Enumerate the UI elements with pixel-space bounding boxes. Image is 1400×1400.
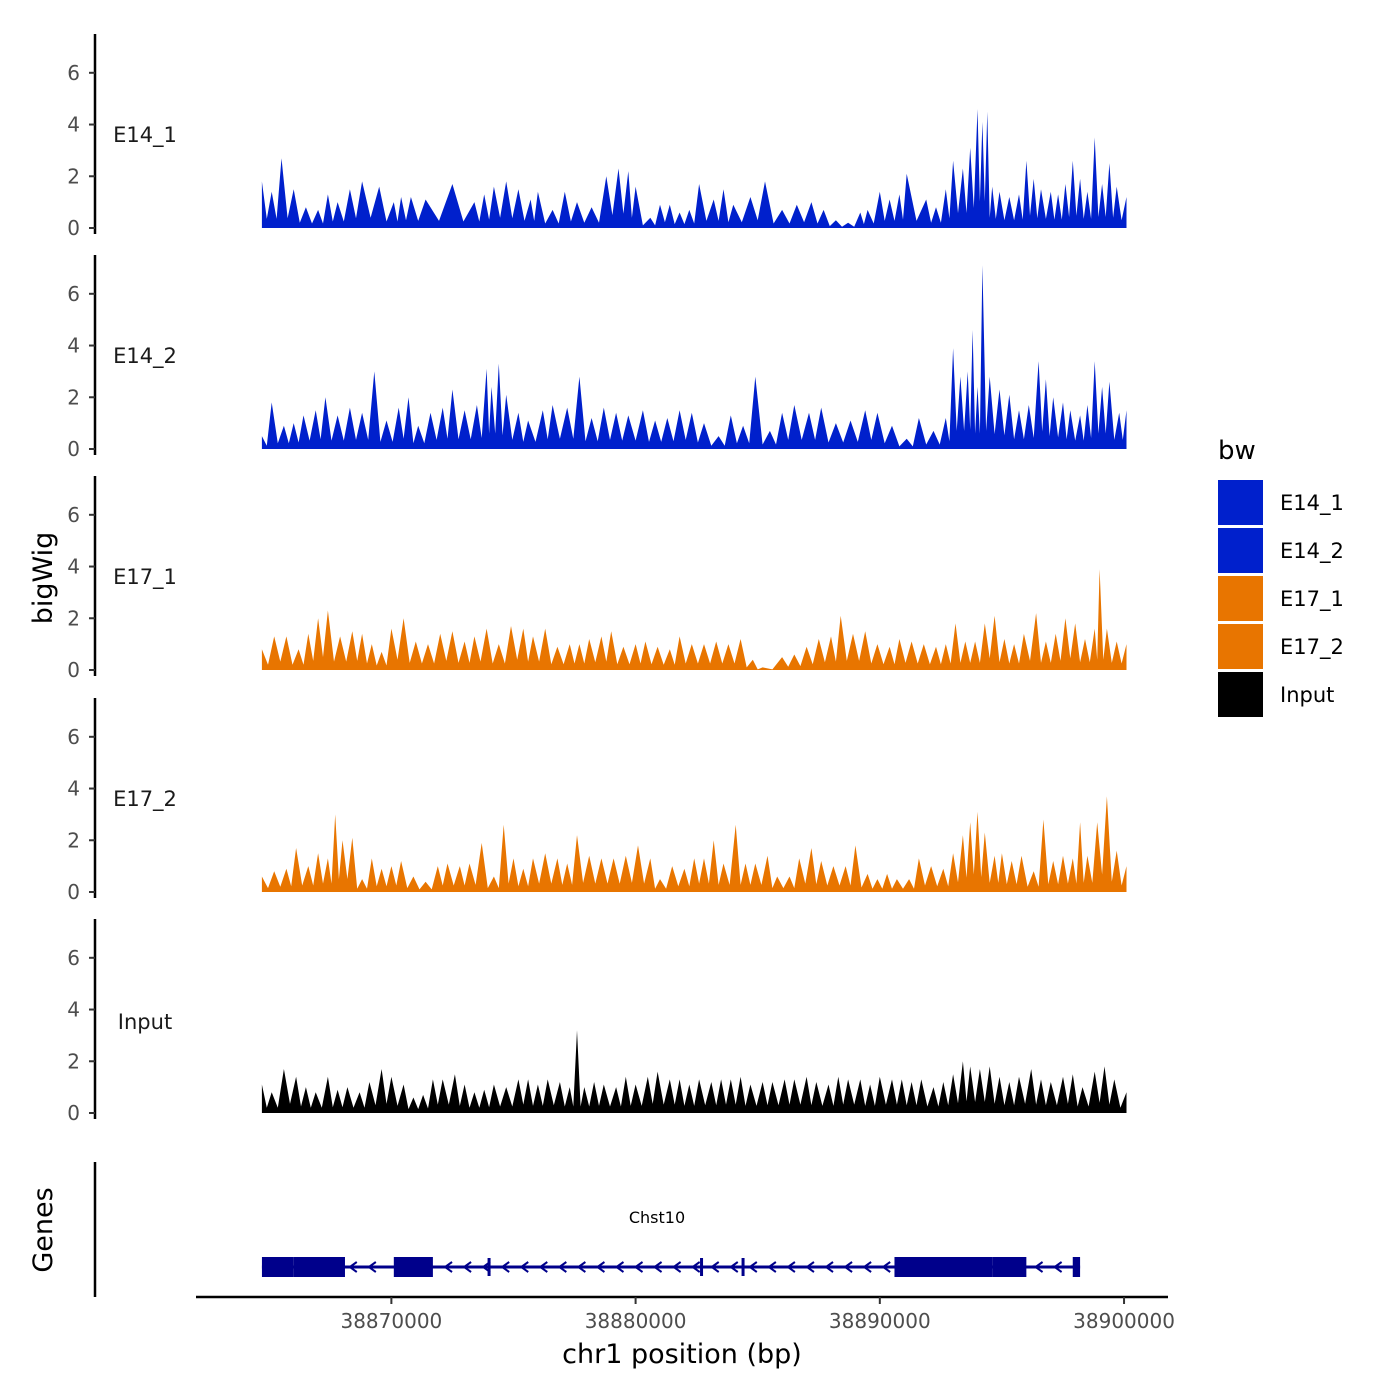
strand-chevron xyxy=(805,1261,815,1273)
strand-chevron xyxy=(443,1261,453,1273)
strand-chevron xyxy=(881,1261,891,1273)
track-label: E14_2 xyxy=(113,344,177,369)
y-tick-label: 6 xyxy=(67,282,80,306)
track-Input: 0 2 4 6 Input xyxy=(67,919,1127,1125)
signal-area-E17_1 xyxy=(261,569,1127,670)
gene-name-label: Chst10 xyxy=(629,1208,685,1227)
signal-area-E17_2 xyxy=(261,796,1127,892)
y-tick-label: 2 xyxy=(67,606,80,630)
y-tick-label: 0 xyxy=(67,1101,80,1125)
legend-label: E17_2 xyxy=(1280,635,1344,660)
y-tick-label: 0 xyxy=(67,880,80,904)
genes-axis-title: Genes xyxy=(28,1187,59,1272)
strand-chevron xyxy=(462,1261,472,1273)
y-axis-title: bigWig xyxy=(28,532,59,625)
legend-key-Input xyxy=(1218,672,1263,717)
strand-chevron xyxy=(767,1261,777,1273)
strand-chevron xyxy=(843,1261,853,1273)
bigwig-tracks: 0 2 4 6 E14_1 0 2 4 6 E14_2 0 2 4 6 E17_1 0 2 4 6 E17_2 0 2 4 6… xyxy=(67,34,1127,1125)
track-E14_1: 0 2 4 6 E14_1 xyxy=(67,34,1127,240)
gene-exon xyxy=(894,1257,993,1277)
x-tick-label: 38880000 xyxy=(585,1309,687,1333)
strand-chevron xyxy=(748,1261,758,1273)
strand-chevron xyxy=(671,1261,682,1273)
y-tick-label: 0 xyxy=(67,437,80,461)
track-E14_2: 0 2 4 6 E14_2 xyxy=(67,255,1127,461)
legend: bw E14_1 E14_2 E17_1 E17_2 Input xyxy=(1218,436,1344,717)
y-tick-label: 4 xyxy=(67,998,80,1022)
signal-area-E14_1 xyxy=(261,109,1127,228)
y-tick-label: 2 xyxy=(67,1049,80,1073)
y-tick-label: 4 xyxy=(67,334,80,358)
x-axis-title: chr1 position (bp) xyxy=(562,1339,802,1370)
strand-chevron xyxy=(729,1261,739,1273)
y-tick-label: 2 xyxy=(67,828,80,852)
strand-chevron xyxy=(367,1261,377,1273)
legend-label: E14_1 xyxy=(1280,491,1344,516)
strand-chevron xyxy=(576,1261,586,1273)
gene-exon xyxy=(1072,1257,1081,1277)
y-tick-label: 6 xyxy=(67,503,80,527)
signal-area-E14_2 xyxy=(261,265,1127,449)
y-tick-label: 2 xyxy=(67,385,80,409)
y-tick-label: 6 xyxy=(67,946,80,970)
gene-exon xyxy=(261,1257,294,1277)
strand-chevron xyxy=(690,1261,701,1273)
y-tick-label: 6 xyxy=(67,61,80,85)
strand-chevron xyxy=(633,1261,644,1273)
legend-label: E14_2 xyxy=(1280,539,1344,564)
y-tick-label: 4 xyxy=(67,777,80,801)
gene-exon xyxy=(992,1257,1027,1277)
x-tick-label: 38890000 xyxy=(829,1309,931,1333)
legend-title: bw xyxy=(1218,436,1256,466)
y-tick-label: 4 xyxy=(67,113,80,137)
track-label: E17_1 xyxy=(113,565,177,590)
gene-track: Chst10 xyxy=(93,1162,1081,1297)
y-tick-label: 6 xyxy=(67,725,80,749)
y-tick-label: 0 xyxy=(67,658,80,682)
strand-chevron xyxy=(786,1261,796,1273)
strand-chevron xyxy=(595,1261,606,1273)
legend-label: Input xyxy=(1280,683,1334,707)
x-axis: 38870000 38880000 38890000 38900000 xyxy=(196,1295,1175,1333)
strand-chevron xyxy=(1033,1261,1044,1273)
track-E17_2: 0 2 4 6 E17_2 xyxy=(67,698,1127,904)
legend-key-E17_1 xyxy=(1218,576,1263,621)
strand-chevron xyxy=(862,1261,872,1273)
track-label: Input xyxy=(118,1010,172,1034)
strand-chevron xyxy=(519,1261,529,1273)
gene-exon xyxy=(393,1257,433,1277)
strand-chevron xyxy=(824,1261,834,1273)
legend-key-E17_2 xyxy=(1218,624,1263,669)
strand-chevron xyxy=(538,1261,548,1273)
signal-area-Input xyxy=(261,1030,1127,1113)
x-tick-label: 38900000 xyxy=(1073,1309,1175,1333)
y-tick-label: 4 xyxy=(67,555,80,579)
legend-key-E14_2 xyxy=(1218,528,1263,573)
track-label: E14_1 xyxy=(113,123,177,148)
strand-chevron xyxy=(614,1261,625,1273)
gene-exon xyxy=(293,1257,345,1277)
y-tick-label: 2 xyxy=(67,164,80,188)
track-label: E17_2 xyxy=(113,787,177,812)
strand-chevron xyxy=(500,1261,510,1273)
legend-label: E17_1 xyxy=(1280,587,1344,612)
strand-chevron xyxy=(652,1261,663,1273)
strand-chevron xyxy=(348,1261,358,1273)
strand-chevron xyxy=(710,1261,720,1273)
y-tick-label: 0 xyxy=(67,216,80,240)
track-E17_1: 0 2 4 6 E17_1 xyxy=(67,476,1127,682)
strand-chevron xyxy=(1052,1261,1063,1273)
strand-chevron xyxy=(557,1261,567,1273)
x-tick-label: 38870000 xyxy=(340,1309,442,1333)
legend-key-E14_1 xyxy=(1218,480,1263,525)
